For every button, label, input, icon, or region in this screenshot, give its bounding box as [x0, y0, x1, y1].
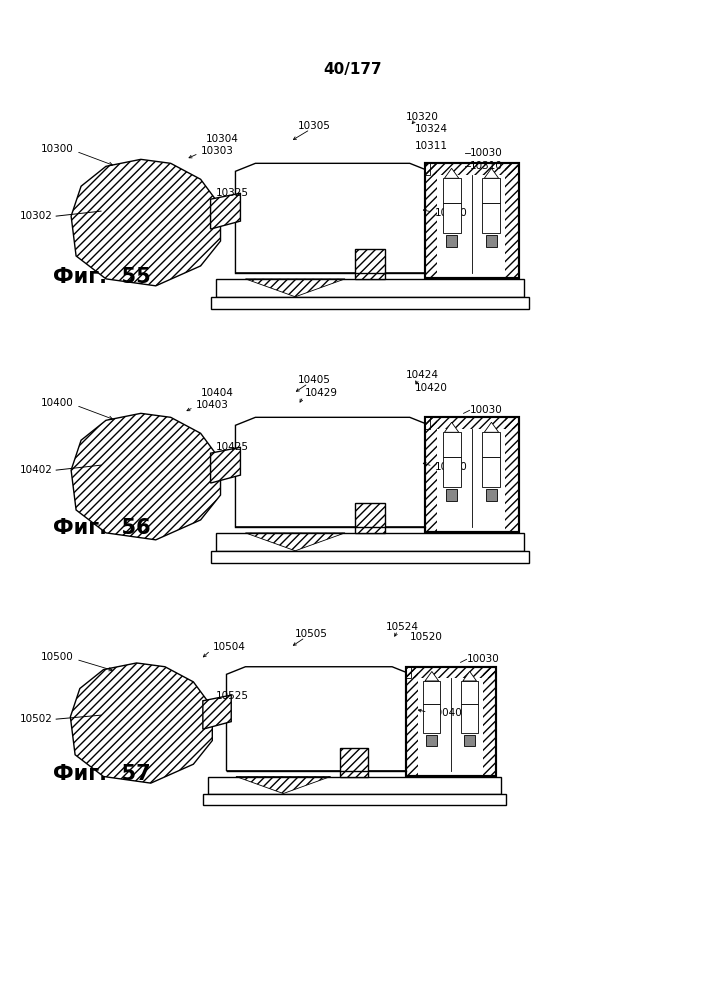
- Polygon shape: [71, 663, 212, 783]
- Bar: [216, 533, 525, 551]
- Bar: [407, 667, 496, 678]
- Text: 10405: 10405: [298, 375, 331, 385]
- Polygon shape: [484, 422, 498, 432]
- Text: Фиг.  55: Фиг. 55: [53, 267, 151, 287]
- Bar: [425, 417, 520, 532]
- Text: 10403: 10403: [196, 400, 228, 410]
- Text: 10302: 10302: [21, 211, 53, 221]
- Bar: [483, 667, 496, 776]
- Text: 10500: 10500: [40, 652, 73, 662]
- Polygon shape: [463, 671, 477, 681]
- Text: 10425: 10425: [216, 442, 249, 452]
- Bar: [506, 417, 520, 532]
- Text: 10429: 10429: [305, 388, 338, 398]
- Polygon shape: [425, 671, 438, 681]
- Text: 10520: 10520: [410, 632, 443, 642]
- Text: 10424: 10424: [406, 370, 439, 380]
- Bar: [203, 794, 506, 805]
- Text: 10325: 10325: [216, 188, 249, 198]
- Bar: [461, 704, 478, 733]
- Text: 10504: 10504: [213, 642, 245, 652]
- Polygon shape: [211, 447, 240, 483]
- Polygon shape: [226, 667, 411, 771]
- Text: 10402: 10402: [21, 465, 53, 475]
- Text: 10040: 10040: [435, 208, 467, 218]
- Text: 10303: 10303: [201, 146, 233, 156]
- Bar: [340, 748, 368, 777]
- Bar: [208, 777, 501, 794]
- Polygon shape: [445, 422, 459, 432]
- Text: 10300: 10300: [40, 144, 73, 154]
- Bar: [486, 235, 497, 247]
- Text: 10305: 10305: [298, 121, 331, 131]
- Polygon shape: [235, 163, 430, 273]
- Bar: [425, 163, 520, 278]
- Text: 10030: 10030: [467, 654, 499, 664]
- Bar: [425, 163, 430, 175]
- Text: 10400: 10400: [40, 398, 73, 408]
- Text: 10040: 10040: [430, 708, 462, 718]
- Bar: [482, 203, 501, 233]
- Bar: [443, 432, 460, 457]
- Polygon shape: [211, 193, 240, 229]
- Bar: [486, 489, 497, 501]
- Bar: [423, 681, 440, 704]
- Bar: [506, 163, 520, 278]
- Polygon shape: [235, 417, 430, 527]
- Bar: [482, 432, 501, 457]
- Bar: [423, 704, 440, 733]
- Bar: [425, 417, 437, 532]
- Bar: [464, 735, 475, 746]
- Bar: [425, 163, 520, 278]
- Bar: [445, 235, 457, 247]
- Bar: [425, 417, 520, 532]
- Bar: [443, 178, 460, 203]
- Bar: [426, 735, 438, 746]
- Polygon shape: [71, 413, 221, 540]
- Polygon shape: [203, 695, 231, 729]
- Text: 10030: 10030: [469, 405, 502, 415]
- Text: 10420: 10420: [415, 383, 448, 393]
- Polygon shape: [71, 159, 221, 286]
- Text: 10320: 10320: [406, 112, 438, 122]
- Bar: [443, 203, 460, 233]
- Bar: [216, 279, 525, 297]
- Text: 10525: 10525: [216, 691, 249, 701]
- Text: 10030: 10030: [469, 148, 502, 158]
- Bar: [355, 503, 385, 533]
- Text: Фиг.  57: Фиг. 57: [53, 764, 151, 784]
- Text: 40/177: 40/177: [324, 62, 382, 77]
- Bar: [425, 417, 430, 429]
- Polygon shape: [445, 168, 459, 178]
- Text: 10311: 10311: [415, 141, 448, 151]
- Bar: [355, 249, 385, 279]
- Bar: [461, 681, 478, 704]
- Text: 10404: 10404: [201, 388, 233, 398]
- Bar: [211, 297, 530, 309]
- Bar: [211, 551, 530, 563]
- Polygon shape: [484, 168, 498, 178]
- Bar: [482, 457, 501, 487]
- Bar: [445, 489, 457, 501]
- Text: 10324: 10324: [415, 124, 448, 134]
- Bar: [425, 163, 437, 278]
- Bar: [407, 667, 418, 776]
- Bar: [407, 667, 496, 776]
- Text: 10304: 10304: [206, 134, 238, 144]
- Text: Фиг.  56: Фиг. 56: [53, 518, 151, 538]
- Text: 10524: 10524: [386, 622, 419, 632]
- Text: 10505: 10505: [296, 629, 328, 639]
- Bar: [482, 178, 501, 203]
- Text: 10502: 10502: [21, 714, 53, 724]
- Text: 10040: 10040: [435, 462, 467, 472]
- Bar: [443, 457, 460, 487]
- Bar: [425, 163, 520, 175]
- Bar: [425, 417, 520, 429]
- Bar: [407, 667, 411, 678]
- Bar: [407, 667, 496, 776]
- Text: 10310: 10310: [469, 161, 503, 171]
